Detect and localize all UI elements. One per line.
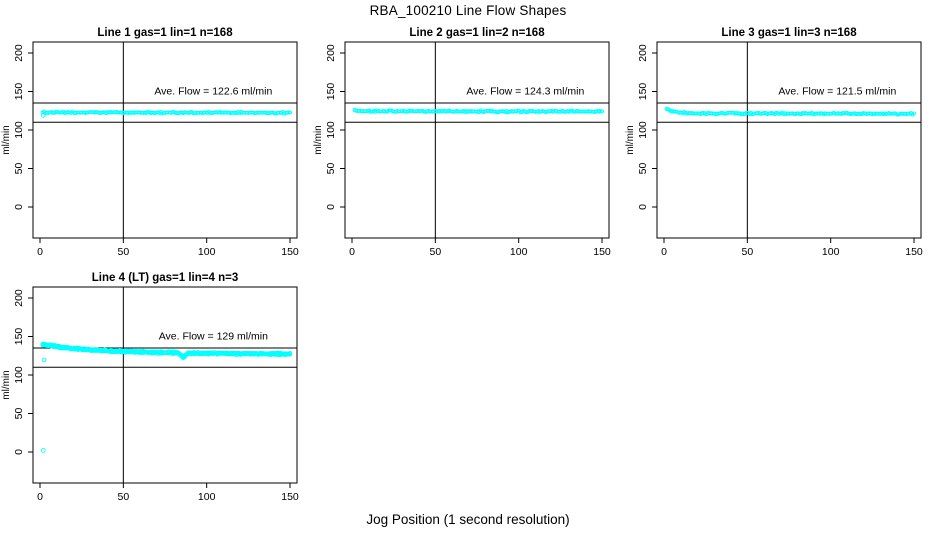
data-points xyxy=(352,108,604,115)
panel-title: Line 1 gas=1 lin=1 n=168 xyxy=(97,27,233,39)
y-tick-label: 150 xyxy=(13,328,25,346)
y-axis-label: ml/min xyxy=(625,125,636,154)
y-tick-label: 100 xyxy=(325,121,337,139)
outlier-point xyxy=(41,357,47,363)
x-tick-label: 100 xyxy=(198,491,216,503)
y-tick-label: 200 xyxy=(13,289,25,307)
y-tick-label: 0 xyxy=(13,204,25,210)
x-tick-label: 50 xyxy=(117,491,129,503)
panel-line-1: Line 1 gas=1 lin=1 n=168 0 50 100 150 200 0 50 1… xyxy=(0,25,312,270)
x-tick-label: 0 xyxy=(37,491,43,503)
data-points xyxy=(664,107,916,117)
line-flow-plot-3: Line 3 gas=1 lin=3 n=168 0 50 100 150 200 0 50 1… xyxy=(625,27,923,258)
line-flow-plot-2: Line 2 gas=1 lin=2 n=168 0 50 100 150 200 0 50 1… xyxy=(313,27,611,258)
x-tick-label: 0 xyxy=(37,246,43,258)
axes xyxy=(28,286,298,488)
y-tick-label: 100 xyxy=(13,366,25,384)
ave-flow-annotation: Ave. Flow = 122.6 ml/min xyxy=(154,86,272,98)
data-points xyxy=(40,109,292,118)
y-tick-label: 200 xyxy=(637,44,649,62)
axes xyxy=(28,41,298,243)
y-tick-label: 50 xyxy=(637,163,649,175)
x-tick-label: 50 xyxy=(741,246,753,258)
panels-grid: Line 1 gas=1 lin=1 n=168 0 50 100 150 200 0 50 1… xyxy=(0,25,936,515)
y-tick-label: 0 xyxy=(13,449,25,455)
line-flow-plot-1: Line 1 gas=1 lin=1 n=168 0 50 100 150 200 0 50 1… xyxy=(1,27,299,258)
x-tick-label: 150 xyxy=(593,246,611,258)
outlier-point xyxy=(40,113,46,118)
x-tick-label: 100 xyxy=(510,246,528,258)
figure-title: RBA_100210 Line Flow Shapes xyxy=(369,3,567,18)
y-tick-label: 0 xyxy=(325,204,337,210)
y-axis-label: ml/min xyxy=(1,125,12,154)
panel-line-3: Line 3 gas=1 lin=3 n=168 0 50 100 150 200 0 50 1… xyxy=(624,25,936,270)
x-tick-label: 50 xyxy=(117,246,129,258)
y-tick-label: 100 xyxy=(637,121,649,139)
panel-line-4: Line 4 (LT) gas=1 lin=4 n=3 0 50 100 150 200 0… xyxy=(0,270,312,515)
x-tick-label: 0 xyxy=(661,246,667,258)
y-tick-label: 50 xyxy=(13,163,25,175)
y-tick-label: 150 xyxy=(637,83,649,101)
outlier-point xyxy=(40,448,46,453)
y-tick-label: 150 xyxy=(325,83,337,101)
ave-flow-annotation: Ave. Flow = 124.3 ml/min xyxy=(466,86,584,98)
y-tick-label: 200 xyxy=(325,44,337,62)
y-tick-label: 200 xyxy=(13,44,25,62)
panel-title: Line 2 gas=1 lin=2 n=168 xyxy=(409,27,545,39)
y-tick-label: 0 xyxy=(637,204,649,210)
y-axis-label: ml/min xyxy=(1,370,12,399)
figure-xlabel: Jog Position (1 second resolution) xyxy=(366,512,570,527)
panel-title: Line 4 (LT) gas=1 lin=4 n=3 xyxy=(92,272,238,284)
axes xyxy=(652,41,922,243)
x-tick-label: 0 xyxy=(349,246,355,258)
x-tick-label: 100 xyxy=(822,246,840,258)
x-tick-label: 150 xyxy=(281,246,299,258)
panel-title: Line 3 gas=1 lin=3 n=168 xyxy=(721,27,857,39)
x-tick-label: 150 xyxy=(281,491,299,503)
axes xyxy=(340,41,610,243)
ave-flow-annotation: Ave. Flow = 129 ml/min xyxy=(159,331,268,343)
y-tick-label: 100 xyxy=(13,121,25,139)
x-tick-label: 50 xyxy=(429,246,441,258)
y-tick-label: 50 xyxy=(325,163,337,175)
data-points xyxy=(40,341,292,453)
y-tick-label: 150 xyxy=(13,83,25,101)
x-tick-label: 150 xyxy=(905,246,923,258)
panel-line-2: Line 2 gas=1 lin=2 n=168 0 50 100 150 200 0 50 1… xyxy=(312,25,624,270)
line-flow-plot-4: Line 4 (LT) gas=1 lin=4 n=3 0 50 100 150 200 0… xyxy=(1,272,299,503)
y-axis-label: ml/min xyxy=(313,125,324,154)
ave-flow-annotation: Ave. Flow = 121.5 ml/min xyxy=(778,86,896,98)
x-tick-label: 100 xyxy=(198,246,216,258)
y-tick-label: 50 xyxy=(13,408,25,420)
